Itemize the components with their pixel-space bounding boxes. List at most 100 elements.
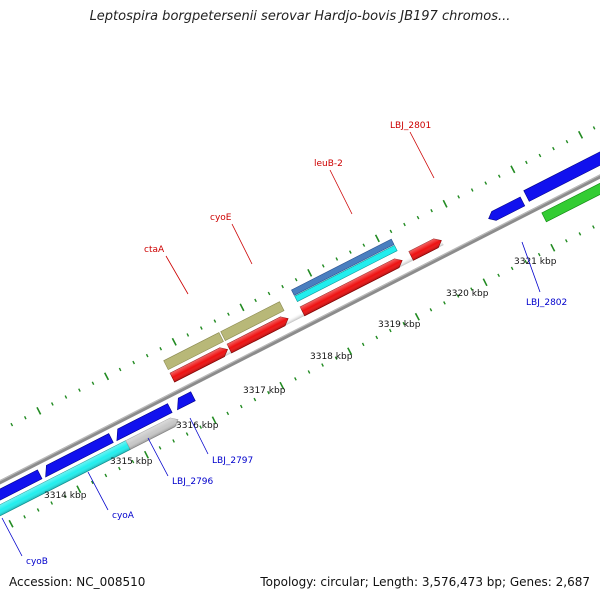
leader-LBJ_2797: [189, 417, 209, 455]
tick-mark: [374, 234, 380, 243]
gene-right-green[interactable]: [541, 159, 600, 223]
tick-mark: [104, 473, 108, 478]
tick-mark: [443, 301, 446, 305]
tick-mark: [348, 250, 352, 254]
tick-mark: [484, 181, 488, 185]
tick-mark: [538, 153, 542, 158]
backbone-highlight: [0, 153, 600, 500]
label-leuB-2[interactable]: leuB-2: [314, 159, 343, 169]
leader-cyoE: [231, 223, 253, 265]
tick-mark: [416, 215, 420, 220]
tick-mark: [592, 225, 595, 229]
tick-mark: [294, 377, 297, 381]
label-cyoA[interactable]: cyoA: [112, 511, 135, 521]
cds-right-blue[interactable]: [523, 134, 600, 202]
tick-mark: [267, 390, 270, 395]
tick-mark: [552, 146, 555, 151]
leader-leuB-2: [329, 169, 353, 215]
tick-mark: [132, 360, 136, 365]
ruler-label: 3321 kbp: [514, 257, 557, 267]
tick-mark: [199, 326, 203, 330]
leader-LBJ_2796: [147, 437, 169, 477]
tick-mark: [171, 337, 177, 346]
leader-cyoB: [1, 517, 23, 557]
tick-mark: [64, 395, 68, 399]
tick-mark: [347, 347, 353, 356]
tick-mark: [239, 404, 243, 409]
label-ctaA[interactable]: ctaA: [144, 245, 165, 255]
label-LBJ_2796[interactable]: LBJ_2796: [172, 477, 214, 487]
tick-mark: [185, 432, 189, 436]
tick-mark: [118, 367, 122, 372]
leader-LBJ_2801: [409, 131, 435, 179]
shade-forward: [170, 236, 444, 383]
gene-cyoE-khaki[interactable]: [220, 301, 285, 341]
tick-mark: [76, 485, 82, 494]
tick-mark: [307, 370, 311, 374]
tick-mark: [362, 243, 366, 247]
leader-ctaA: [165, 255, 189, 295]
tick-mark: [537, 252, 541, 257]
tick-mark: [470, 287, 473, 291]
tick-mark: [239, 303, 245, 312]
tick-mark: [456, 294, 460, 298]
gene-leuB-2-steel[interactable]: [291, 238, 395, 296]
ruler-label: 3316 kbp: [176, 421, 219, 431]
tick-mark: [226, 411, 230, 416]
tick-mark: [524, 259, 528, 264]
cds-LBJ_2796[interactable]: [112, 403, 173, 442]
tick-mark: [36, 508, 40, 512]
cds-cyoA[interactable]: [41, 433, 114, 478]
tick-mark: [577, 130, 584, 139]
ruler-label: 3318 kbp: [310, 352, 353, 362]
accession-label: Accession: NC_008510: [9, 575, 146, 589]
tick-mark: [457, 195, 461, 199]
tick-mark: [199, 425, 203, 429]
right-genes: [486, 134, 600, 223]
tick-mark: [253, 397, 257, 402]
label-LBJ_2801[interactable]: LBJ_2801: [390, 121, 431, 131]
tick-mark: [592, 126, 596, 130]
tick-mark: [103, 372, 110, 381]
tick-mark: [430, 208, 433, 213]
tick-mark: [23, 415, 27, 420]
label-LBJ_2797[interactable]: LBJ_2797: [212, 456, 253, 466]
label-cyoB[interactable]: cyoB: [26, 557, 48, 567]
tick-mark: [321, 363, 324, 367]
reverse-strand-genes: [0, 391, 196, 518]
label-cyoE[interactable]: cyoE: [210, 213, 232, 223]
tick-mark: [429, 308, 433, 312]
label-LBJ_2802[interactable]: LBJ_2802: [526, 298, 567, 308]
tick-mark: [90, 480, 94, 485]
tick-mark: [143, 450, 150, 459]
tick-mark: [388, 328, 392, 333]
gene-ctaA-khaki[interactable]: [163, 332, 224, 371]
gene-leuB-2-cyan[interactable]: [294, 244, 398, 302]
tick-mark: [172, 439, 175, 443]
ruler-label: 3314 kbp: [44, 491, 87, 501]
topology-summary: Topology: circular; Length: 3,576,473 bp…: [260, 575, 590, 589]
shade-reverse: [0, 415, 181, 518]
tick-mark: [510, 165, 516, 174]
tick-mark: [402, 321, 406, 326]
cds-LBJ_2802[interactable]: [486, 196, 526, 223]
tick-dots-outer: [10, 126, 596, 427]
tick-mark: [91, 381, 95, 386]
tick-mark: [497, 273, 501, 278]
tick-mark: [525, 160, 528, 165]
tick-mark: [470, 188, 474, 192]
cds-cyoB[interactable]: [0, 469, 43, 506]
tick-mark: [279, 381, 285, 390]
tick-mark: [267, 291, 271, 296]
tick-mark: [8, 519, 14, 528]
tick-mark: [389, 229, 393, 234]
map-title: Leptospira borgpetersenii serovar Hardjo…: [89, 9, 511, 24]
tick-mark: [186, 333, 190, 337]
cds-LBJ_2797[interactable]: [173, 391, 196, 411]
tick-mark: [23, 515, 26, 519]
tick-mark: [414, 312, 420, 321]
tick-mark: [281, 284, 284, 289]
reverse-gene-labels: cyoB cyoA LBJ_2796 LBJ_2797 LBJ_2802: [1, 241, 567, 567]
tick-dots-inner: [8, 225, 595, 528]
